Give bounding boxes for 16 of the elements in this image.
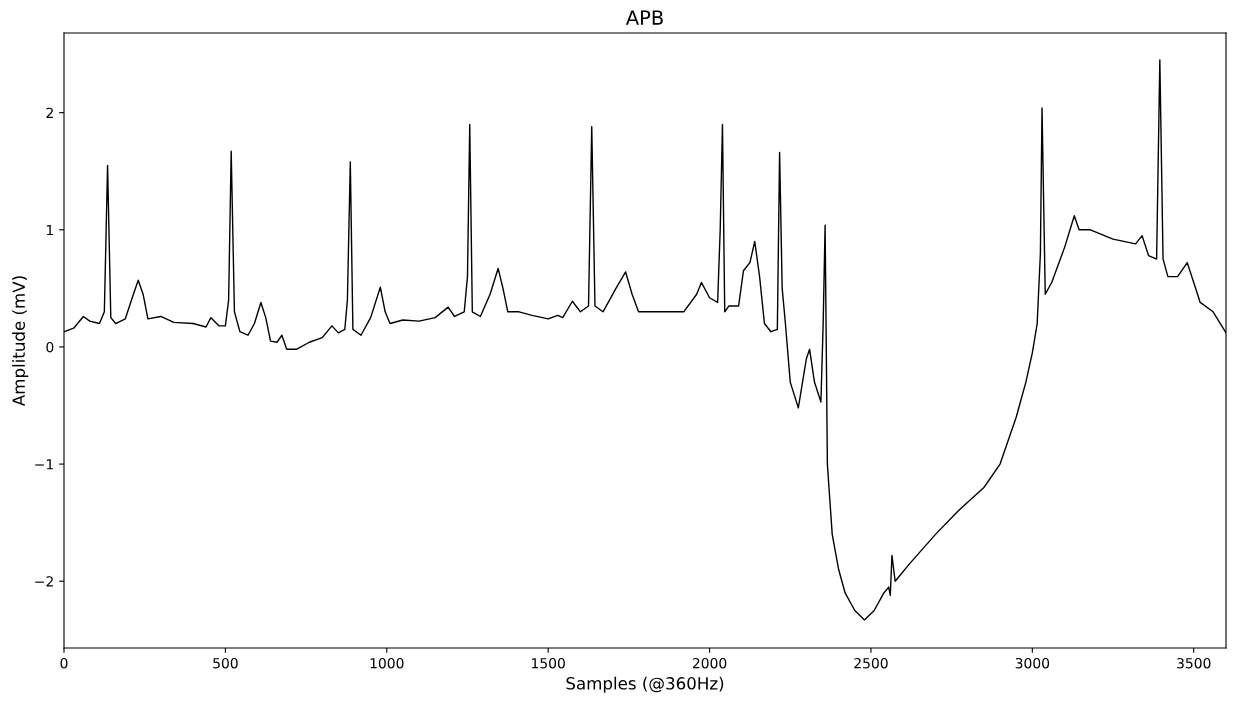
x-tick-label: 2000: [692, 657, 727, 669]
y-tick-label: −2: [35, 576, 53, 587]
x-tick-label: 0: [60, 657, 68, 669]
x-tick-label: 3000: [1015, 657, 1050, 669]
x-axis-title: Samples (@360Hz): [566, 676, 724, 693]
chart-title: APB: [625, 10, 663, 25]
y-axis-title: Amplitude (mV): [12, 276, 29, 407]
y-tick-label: 1: [46, 224, 53, 236]
y-tick-label: 2: [46, 107, 53, 118]
x-tick-label: 1500: [532, 657, 565, 669]
x-tick-label: 3500: [1177, 657, 1211, 669]
x-tick-label: 2500: [854, 657, 888, 669]
x-tick-label: 1000: [370, 657, 404, 669]
x-tick-label: 500: [213, 657, 238, 669]
y-tick-label: 0: [46, 341, 54, 353]
y-tick-label: −1: [35, 459, 53, 470]
